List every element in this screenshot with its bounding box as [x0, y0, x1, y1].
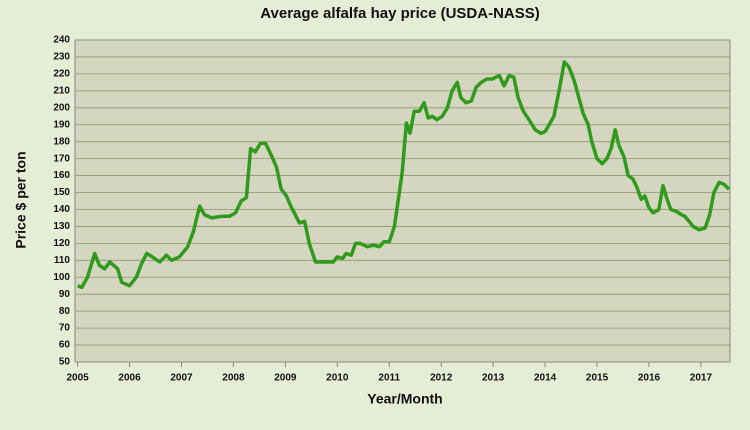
chart-title: Average alfalfa hay price (USDA-NASS)	[260, 5, 540, 22]
x-tick-label: 2016	[638, 373, 661, 384]
y-tick-label: 140	[53, 204, 70, 215]
y-tick-label: 60	[59, 340, 71, 351]
x-tick-label: 2010	[326, 373, 349, 384]
price-line	[76, 60, 731, 290]
x-tick-label: 2011	[378, 373, 400, 384]
y-tick-label: 90	[59, 289, 71, 300]
y-tick-label: 120	[53, 238, 70, 249]
x-tick-label: 2008	[222, 373, 245, 384]
x-axis-label: Year/Month	[367, 391, 442, 407]
y-tick-label: 220	[53, 69, 70, 80]
y-tick-label: 230	[53, 52, 70, 63]
y-tick-label: 180	[53, 136, 70, 147]
y-tick-label: 210	[53, 85, 70, 96]
y-tick-label: 100	[53, 272, 70, 283]
y-tick-label: 160	[53, 170, 70, 181]
y-tick-label: 110	[54, 255, 71, 266]
x-tick-label: 2014	[534, 373, 557, 384]
y-tick-label: 200	[53, 102, 70, 113]
plot-area	[74, 39, 731, 363]
y-tick-label: 170	[53, 153, 70, 164]
x-tick-label: 2013	[482, 373, 505, 384]
y-tick-label: 130	[53, 221, 70, 232]
y-tick-label: 50	[59, 357, 71, 368]
x-tick-label: 2006	[118, 373, 141, 384]
x-tick-label: 2017	[690, 373, 713, 384]
x-tick-label: 2015	[586, 373, 609, 384]
y-tick-label: 70	[59, 323, 71, 334]
y-tick-label: 150	[53, 187, 70, 198]
y-tick-label: 190	[53, 119, 70, 130]
x-tick-label: 2012	[430, 373, 453, 384]
y-axis-label: Price $ per ton	[13, 151, 29, 248]
x-tick-label: 2007	[170, 373, 193, 384]
y-tick-label: 240	[53, 35, 70, 46]
x-tick-label: 2005	[66, 373, 89, 384]
y-tick-label: 80	[59, 306, 71, 317]
x-tick-label: 2009	[274, 373, 297, 384]
